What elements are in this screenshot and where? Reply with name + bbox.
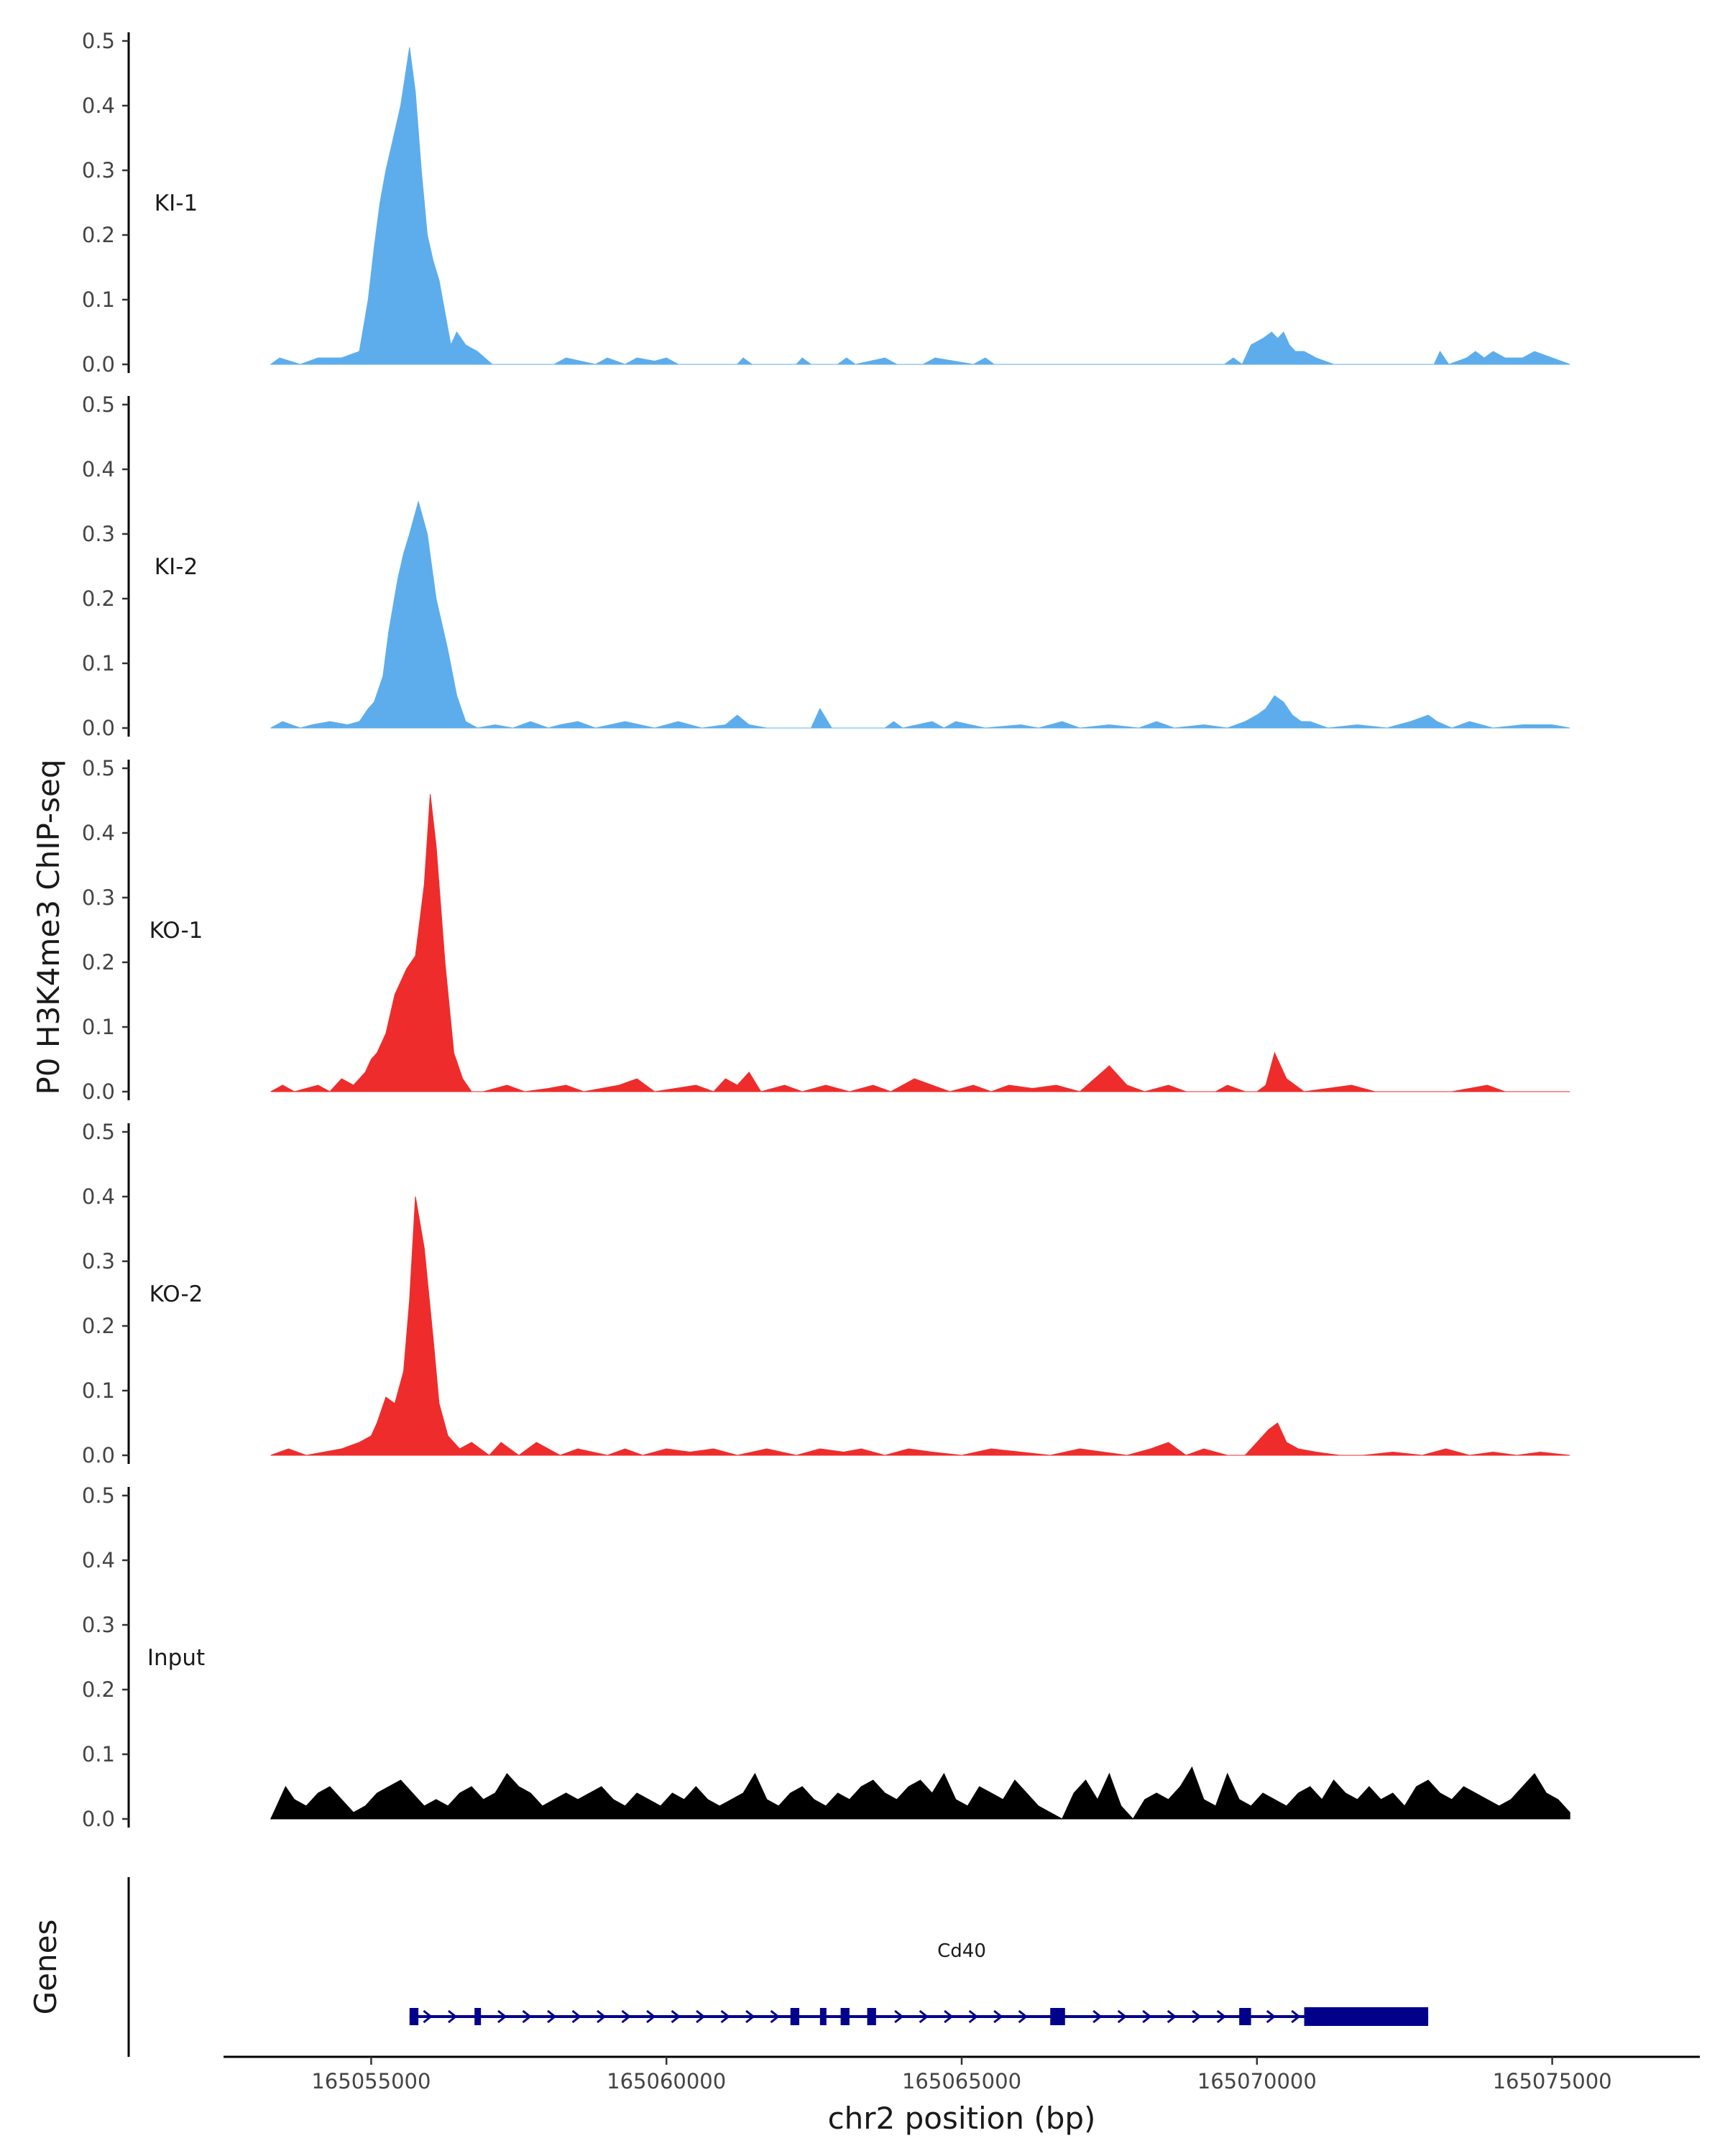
y-tick-label: 0.0 <box>82 1443 115 1468</box>
x-tick-label: 165055000 <box>311 2069 431 2093</box>
strand-arrow-icon <box>1266 2009 1276 2024</box>
gene-exon <box>474 2008 482 2025</box>
y-tick-label: 0.2 <box>82 586 115 611</box>
strand-arrow-icon <box>894 2009 904 2024</box>
gene-exon <box>1304 2007 1429 2026</box>
track-label-input: Input <box>147 1645 205 1671</box>
genes-title: Genes <box>28 1920 63 2015</box>
strand-arrow-icon <box>745 2009 755 2024</box>
y-axis-title: P0 H3K4me3 ChIP-seq <box>31 759 66 1095</box>
genes-title-group: Genes <box>28 1920 63 2015</box>
strand-arrow-icon <box>993 2009 1003 2024</box>
y-tick-label: 0.5 <box>82 392 115 417</box>
y-tick-label: 0.0 <box>82 1807 115 1831</box>
y-tick-label: 0.3 <box>82 1249 115 1273</box>
y-tick-label: 0.1 <box>82 1742 115 1766</box>
gene-exon <box>1239 2008 1251 2025</box>
signal-area-ko-2 <box>270 1196 1570 1456</box>
gene-exon <box>790 2008 800 2025</box>
y-tick-label: 0.2 <box>82 223 115 247</box>
x-tick-label: 165070000 <box>1197 2069 1317 2093</box>
strand-arrow-icon <box>720 2009 730 2024</box>
y-tick-label: 0.0 <box>82 352 115 377</box>
tracks-group: 0.0 0.1 0.2 0.3 0.4 0.5 KI-1 0.0 0.1 0.2 0.3 0.4 0.5… <box>82 29 1570 1831</box>
signal-area-input <box>270 1766 1570 1820</box>
y-tick-label: 0.4 <box>82 93 115 118</box>
signal-area-ki-2 <box>270 500 1570 729</box>
strand-arrow-icon <box>1216 2009 1227 2024</box>
y-tick-label: 0.4 <box>82 821 115 845</box>
gene-exon <box>840 2008 850 2025</box>
strand-arrow-icon <box>1291 2009 1301 2024</box>
y-axis-title-group: P0 H3K4me3 ChIP-seq <box>31 759 66 1095</box>
y-tick-label: 0.4 <box>82 457 115 482</box>
strand-arrow-icon <box>671 2009 681 2024</box>
y-tick-label: 0.1 <box>82 651 115 676</box>
track-label-ki-1: KI-1 <box>155 190 198 216</box>
y-tick-label: 0.4 <box>82 1548 115 1572</box>
gene-exon <box>867 2008 876 2025</box>
strand-arrow-icon <box>522 2009 532 2024</box>
track-label-ko-1: KO-1 <box>150 918 203 944</box>
gene-exon <box>819 2008 827 2025</box>
track-label-ko-2: KO-2 <box>150 1281 203 1307</box>
gene-exon <box>409 2008 419 2025</box>
genes-panel: Genes Cd40 <box>28 1877 1429 2057</box>
strand-arrow-icon <box>1192 2009 1202 2024</box>
track-panel-ki-2: 0.0 0.1 0.2 0.3 0.4 0.5 KI-2 <box>82 392 1570 740</box>
y-tick-label: 0.1 <box>82 1015 115 1039</box>
strand-arrow-icon <box>696 2009 706 2024</box>
x-axis-title: chr2 position (bp) <box>828 2101 1096 2136</box>
track-panel-input: 0.0 0.1 0.2 0.3 0.4 0.5 Input <box>82 1483 1570 1831</box>
strand-arrow-icon <box>423 2009 433 2024</box>
strand-arrow-icon <box>919 2009 929 2024</box>
strand-arrow-icon <box>448 2009 458 2024</box>
y-tick-label: 0.3 <box>82 1613 115 1637</box>
strand-arrow-icon <box>571 2009 581 2024</box>
strand-arrow-icon <box>1018 2009 1029 2024</box>
y-tick-label: 0.4 <box>82 1184 115 1209</box>
strand-arrow-icon <box>646 2009 656 2024</box>
y-tick-label: 0.3 <box>82 885 115 910</box>
track-panel-ko-2: 0.0 0.1 0.2 0.3 0.4 0.5 KO-2 <box>82 1120 1570 1468</box>
y-tick-label: 0.1 <box>82 287 115 312</box>
x-tick-label: 165075000 <box>1493 2069 1612 2093</box>
x-tick-label: 165065000 <box>902 2069 1021 2093</box>
track-panel-ko-1: 0.0 0.1 0.2 0.3 0.4 0.5 KO-1 <box>82 756 1570 1104</box>
strand-arrow-icon <box>1092 2009 1103 2024</box>
strand-arrow-icon <box>597 2009 607 2024</box>
y-tick-label: 0.5 <box>82 1483 115 1508</box>
gene-label: Cd40 <box>937 1940 986 1962</box>
y-tick-label: 0.2 <box>82 1677 115 1702</box>
track-label-ki-2: KI-2 <box>155 554 198 580</box>
y-tick-label: 0.2 <box>82 950 115 975</box>
strand-arrow-icon <box>1117 2009 1128 2024</box>
y-tick-label: 0.0 <box>82 1079 115 1104</box>
strand-arrow-icon <box>944 2009 954 2024</box>
strand-arrow-icon <box>547 2009 557 2024</box>
strand-arrow-icon <box>770 2009 780 2024</box>
gene-exon <box>1050 2008 1065 2025</box>
y-tick-label: 0.2 <box>82 1314 115 1338</box>
y-tick-label: 0.3 <box>82 158 115 183</box>
y-tick-label: 0.5 <box>82 29 115 53</box>
signal-area-ki-1 <box>270 47 1570 365</box>
gene-model <box>409 2007 1429 2026</box>
y-tick-label: 0.0 <box>82 716 115 740</box>
strand-arrow-icon <box>1142 2009 1152 2024</box>
x-axis: chr2 position (bp) 165055000 165060000 165… <box>224 2055 1700 2136</box>
signal-area-ko-1 <box>270 793 1570 1092</box>
x-tick-label: 165060000 <box>607 2069 726 2093</box>
y-tick-label: 0.5 <box>82 756 115 780</box>
y-tick-label: 0.1 <box>82 1378 115 1403</box>
strand-arrow-icon <box>968 2009 979 2024</box>
strand-arrow-icon <box>621 2009 631 2024</box>
track-panel-ki-1: 0.0 0.1 0.2 0.3 0.4 0.5 KI-1 <box>82 29 1570 377</box>
y-tick-label: 0.5 <box>82 1120 115 1144</box>
strand-arrow-icon <box>1167 2009 1177 2024</box>
strand-arrow-icon <box>497 2009 507 2024</box>
y-tick-label: 0.3 <box>82 522 115 546</box>
